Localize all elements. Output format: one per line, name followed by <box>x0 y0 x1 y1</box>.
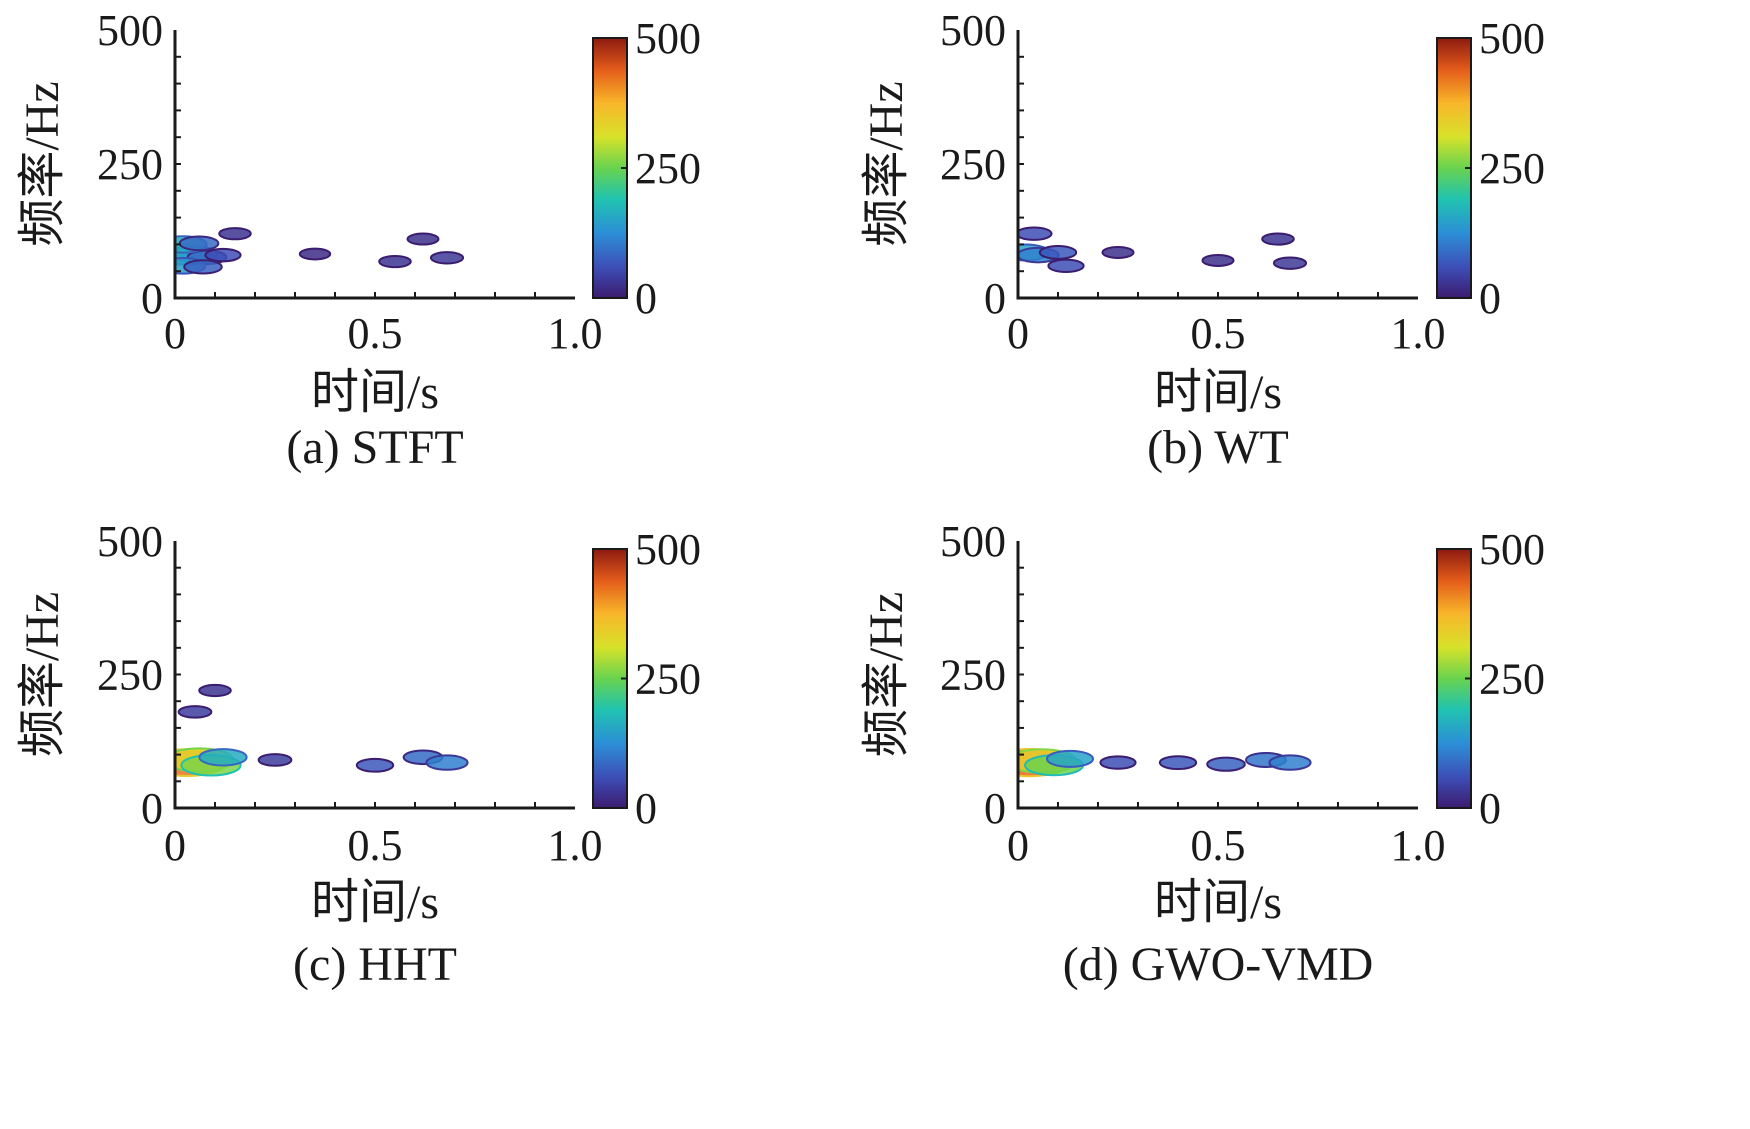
x-axis-label: 时间/s <box>311 876 439 929</box>
energy-point <box>1272 256 1308 270</box>
energy-point <box>183 259 223 275</box>
colorbar-tick-label: 250 <box>635 144 701 193</box>
energy-point <box>198 683 232 698</box>
y-tick-label: 500 <box>940 517 1006 566</box>
x-tick-label: 0 <box>1007 821 1029 870</box>
energy-point <box>1261 232 1295 246</box>
panel-caption: (a) STFT <box>286 421 463 474</box>
colorbar-tick-label: 0 <box>1479 784 1501 833</box>
y-axis-label: 频率/Hz <box>16 592 69 757</box>
energy-point <box>1038 245 1078 260</box>
data-marks <box>175 683 469 778</box>
energy-point <box>177 705 213 719</box>
energy-point <box>1099 755 1137 770</box>
axes-frame <box>1016 30 1418 300</box>
energy-point <box>1201 253 1235 267</box>
energy-point <box>218 227 252 241</box>
y-tick-label: 0 <box>984 274 1006 323</box>
panel-3: 0 250 500 0 0.5 1.0 时间/s 频率/Hz 0 250 500 (c) HHT <box>16 517 701 991</box>
y-tick-label: 500 <box>97 6 163 55</box>
data-marks <box>1018 748 1312 778</box>
minor-ticks <box>175 55 536 298</box>
energy-point <box>355 757 395 773</box>
y-axis-label: 频率/Hz <box>860 81 913 246</box>
colorbar-tick-label: 250 <box>1479 655 1545 704</box>
x-tick-label: 1.0 <box>1391 821 1446 870</box>
x-tick-label: 0.5 <box>348 821 403 870</box>
energy-point <box>406 232 440 246</box>
axes-frame <box>1016 541 1418 810</box>
x-axis-label: 时间/s <box>1154 876 1282 929</box>
energy-point <box>257 753 293 767</box>
x-axis-label: 时间/s <box>1154 366 1282 419</box>
energy-point <box>178 235 220 252</box>
panel-caption: (c) HHT <box>293 938 457 991</box>
x-tick-label: 1.0 <box>548 821 603 870</box>
x-axis-label: 时间/s <box>311 366 439 419</box>
y-tick-label: 250 <box>940 140 1006 189</box>
axes-frame <box>173 541 575 810</box>
panel-caption: (d) GWO-VMD <box>1063 938 1374 991</box>
x-tick-label: 0.5 <box>1191 309 1246 358</box>
y-tick-label: 0 <box>984 784 1006 833</box>
energy-point <box>1101 245 1135 259</box>
colorbar-tick-label: 250 <box>1479 144 1545 193</box>
energy-point <box>1047 258 1085 274</box>
y-tick-label: 0 <box>141 274 163 323</box>
panel-1: 0 250 500 0 0.5 1.0 时间/s 频率/Hz 0 250 500 (a) STFT <box>16 6 701 474</box>
colorbar-tick-label: 500 <box>1479 525 1545 574</box>
minor-ticks <box>1018 55 1379 298</box>
y-tick-label: 250 <box>940 651 1006 700</box>
energy-point <box>1158 755 1198 771</box>
y-tick-label: 250 <box>97 140 163 189</box>
axes-frame <box>173 30 575 300</box>
energy-point <box>298 247 332 261</box>
colorbar-tick-label: 250 <box>635 655 701 704</box>
y-tick-label: 500 <box>97 517 163 566</box>
x-tick-label: 1.0 <box>1391 309 1446 358</box>
energy-point <box>1268 754 1312 771</box>
x-tick-label: 1.0 <box>548 309 603 358</box>
panel-2: 0 250 500 0 0.5 1.0 时间/s 频率/Hz 0 250 500 (b) WT <box>860 6 1545 474</box>
y-tick-label: 500 <box>940 6 1006 55</box>
energy-point <box>425 754 469 771</box>
energy-point <box>429 251 465 265</box>
colorbar-tick-label: 0 <box>635 784 657 833</box>
y-tick-label: 250 <box>97 651 163 700</box>
colorbar-tick-label: 0 <box>1479 274 1501 323</box>
data-marks <box>175 227 465 275</box>
energy-point <box>204 247 242 263</box>
x-tick-label: 0 <box>164 821 186 870</box>
minor-ticks <box>175 566 536 808</box>
y-tick-label: 0 <box>141 784 163 833</box>
energy-point <box>198 748 248 767</box>
energy-point <box>378 254 412 269</box>
y-axis-label: 频率/Hz <box>16 81 69 246</box>
panel-caption: (b) WT <box>1147 421 1289 474</box>
colorbar-tick-label: 0 <box>635 274 657 323</box>
minor-ticks <box>1018 566 1379 808</box>
x-tick-label: 0.5 <box>348 309 403 358</box>
colorbar-tick-label: 500 <box>1479 14 1545 63</box>
y-axis-label: 频率/Hz <box>860 592 913 757</box>
energy-point <box>1046 749 1094 768</box>
energy-point <box>1018 226 1053 241</box>
colorbar-tick-label: 500 <box>635 14 701 63</box>
x-tick-label: 0.5 <box>1191 821 1246 870</box>
colorbar-tick-label: 500 <box>635 525 701 574</box>
energy-point <box>1206 756 1246 772</box>
data-marks <box>1018 226 1308 274</box>
x-tick-label: 0 <box>1007 309 1029 358</box>
x-tick-label: 0 <box>164 309 186 358</box>
panel-4: 0 250 500 0 0.5 1.0 时间/s 频率/Hz 0 250 500 (d) GWO-VM… <box>860 517 1545 991</box>
